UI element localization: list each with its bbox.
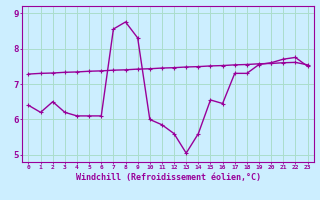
X-axis label: Windchill (Refroidissement éolien,°C): Windchill (Refroidissement éolien,°C)	[76, 173, 260, 182]
